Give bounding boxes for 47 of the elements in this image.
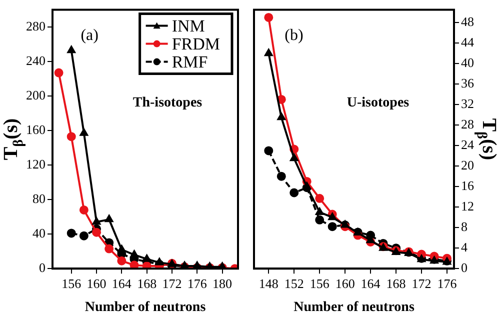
annotation: (b) bbox=[284, 26, 304, 44]
x-tick-label: 164 bbox=[360, 276, 381, 291]
y2-axis-title: Tβ(s) bbox=[473, 118, 500, 160]
y2-tick-label: 44 bbox=[461, 34, 474, 50]
y-tick-label: 0 bbox=[39, 260, 46, 276]
y2-tick-label: 4 bbox=[461, 240, 468, 255]
x-axis-title: Number of neutrons bbox=[294, 300, 415, 316]
y-tick-label: 280 bbox=[26, 18, 46, 34]
x-tick-label: 160 bbox=[335, 276, 355, 291]
y-tick-label: 80 bbox=[32, 191, 46, 206]
y2-tick-label: 12 bbox=[461, 198, 474, 214]
y-tick-label: 240 bbox=[26, 52, 46, 68]
x-tick-label: 156 bbox=[310, 276, 330, 291]
y2-tick-label: 36 bbox=[461, 76, 474, 91]
y2-tick-label: 20 bbox=[461, 158, 474, 173]
y-axis-title: Tβ(s) bbox=[0, 118, 27, 160]
x-tick-label: 176 bbox=[187, 276, 208, 291]
x-tick-label: 164 bbox=[112, 276, 132, 291]
legend-label: FRDM bbox=[172, 34, 220, 54]
x-tick-label: 168 bbox=[386, 276, 406, 291]
y-tick-label: 40 bbox=[32, 226, 46, 241]
y-tick-label: 200 bbox=[26, 87, 46, 102]
x-tick-label: 172 bbox=[412, 276, 432, 291]
y2-tick-label: 24 bbox=[461, 137, 474, 152]
x-axis-title: Number of neutrons bbox=[84, 300, 206, 316]
y-tick-label: 120 bbox=[26, 156, 46, 172]
y2-tick-label: 28 bbox=[461, 116, 474, 132]
y2-tick-label: 0 bbox=[461, 260, 468, 276]
x-tick-label: 168 bbox=[137, 276, 157, 291]
x-tick-label: 148 bbox=[258, 276, 278, 291]
legend-label: RMF bbox=[172, 52, 208, 72]
y-tick-label: 160 bbox=[26, 122, 46, 137]
x-tick-label: 172 bbox=[162, 276, 182, 291]
y2-tick-label: 32 bbox=[461, 96, 474, 112]
x-tick-label: 180 bbox=[212, 276, 232, 291]
x-tick-label: 160 bbox=[86, 276, 106, 291]
y2-tick-label: 8 bbox=[461, 219, 468, 234]
legend-label: INM bbox=[172, 16, 205, 36]
annotation: Th-isotopes bbox=[132, 96, 203, 111]
x-tick-label: 176 bbox=[437, 276, 458, 291]
y2-tick-label: 48 bbox=[461, 14, 474, 30]
y2-tick-label: 16 bbox=[461, 178, 474, 194]
x-tick-label: 156 bbox=[62, 276, 82, 291]
y2-tick-label: 40 bbox=[461, 55, 474, 70]
x-tick-label: 152 bbox=[284, 276, 304, 291]
annotation: U-isotopes bbox=[346, 96, 410, 111]
annotation: (a) bbox=[80, 26, 98, 44]
